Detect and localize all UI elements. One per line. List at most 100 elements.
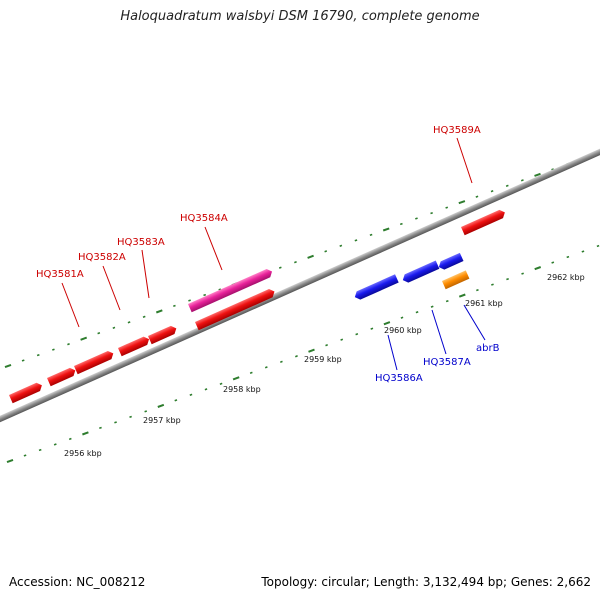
label-leaders (61, 137, 486, 371)
ruler-tick (566, 255, 570, 259)
ruler-tick (382, 227, 390, 232)
gene-arrow[interactable] (148, 324, 178, 345)
leader-hq3582a (102, 265, 121, 311)
ruler-tick (581, 250, 585, 253)
ruler-label: 2956 kbp (64, 449, 102, 458)
gene-label-hq3583a[interactable]: HQ3583A (117, 237, 165, 248)
ruler-tick (430, 211, 433, 215)
ruler-tick (99, 426, 102, 430)
ruler-tick (142, 315, 146, 319)
ruler-tick (325, 344, 328, 347)
gene-arrow-hq3587a[interactable] (401, 260, 440, 285)
ruler-tick (506, 277, 509, 281)
gene-hq3581a-pair (9, 366, 77, 404)
ruler-tick (445, 299, 449, 303)
ruler-tick (278, 266, 282, 269)
accession-text: Accession: NC_008212 (9, 575, 146, 589)
leader-hq3586a (387, 334, 398, 371)
ruler-label: 2957 kbp (143, 416, 181, 425)
ruler-tick (521, 272, 524, 275)
ruler-tick (112, 326, 116, 329)
ruler-tick (157, 403, 165, 408)
ruler-tick (127, 321, 131, 324)
ruler-tick (97, 332, 101, 335)
leader-hq3584a (204, 226, 223, 271)
leader-hq3583a (141, 249, 150, 299)
ruler-tick (596, 244, 600, 248)
gene-labels: HQ3581A HQ3582A HQ3583A HQ3584A HQ3589A … (36, 125, 500, 384)
ruler-label: 2960 kbp (384, 326, 422, 335)
ruler-tick (295, 355, 298, 358)
gene-arrow[interactable] (437, 252, 464, 271)
ruler-tick (340, 338, 344, 341)
ruler-labels: 2956 kbp 2957 kbp 2958 kbp 2959 kbp 2960… (64, 273, 585, 458)
gene-label-hq3589a[interactable]: HQ3589A (433, 125, 481, 136)
genome-backbone (0, 139, 600, 430)
ruler-tick (280, 360, 283, 363)
ruler-tick (4, 363, 12, 369)
gene-label-hq3587a[interactable]: HQ3587A (423, 357, 471, 368)
ruler-tick (370, 327, 374, 330)
gene-label-hq3584a[interactable]: HQ3584A (180, 213, 228, 224)
ruler-tick (36, 353, 40, 357)
ruler-tick (38, 448, 42, 452)
gene-arrow-hq3582a[interactable] (74, 349, 115, 375)
ruler-tick (400, 316, 404, 319)
leader-abrb (463, 304, 486, 341)
ruler-tick (6, 458, 14, 464)
ruler-tick (204, 388, 208, 391)
ruler-tick (67, 342, 70, 346)
ruler-tick (551, 168, 554, 171)
gene-arrow-hq3586a[interactable] (353, 274, 399, 301)
ruler-tick (534, 172, 541, 177)
ruler-tick (490, 190, 494, 193)
gene-label-hq3582a[interactable]: HQ3582A (78, 252, 126, 263)
ruler-tick (52, 348, 55, 351)
ruler-tick (369, 233, 373, 237)
ruler-tick (114, 421, 117, 424)
ruler-tick (308, 348, 315, 353)
gene-arrow[interactable] (47, 366, 77, 387)
ruler-tick (475, 195, 479, 198)
ruler-tick (53, 443, 57, 446)
gene-label-abrb[interactable]: abrB (476, 343, 500, 354)
rna-gene-abrb[interactable] (442, 270, 470, 290)
inner-ruler-track (6, 244, 600, 464)
ruler-tick (189, 393, 193, 397)
ruler-label: 2958 kbp (223, 385, 261, 394)
ruler-label: 2962 kbp (547, 273, 585, 282)
leader-hq3589a (456, 137, 473, 184)
gene-label-hq3586a[interactable]: HQ3586A (375, 373, 423, 384)
gene-arrow-hq3584a[interactable] (188, 267, 274, 313)
ruler-tick (294, 261, 297, 264)
map-title: Haloquadratum walsbyi DSM 16790, complet… (120, 9, 480, 24)
leader-hq3587a (431, 309, 447, 355)
ruler-tick (219, 382, 223, 385)
ruler-tick (445, 206, 449, 209)
leader-hq3581a (61, 282, 80, 328)
ruler-tick (23, 454, 27, 457)
ruler-tick (80, 336, 88, 341)
gene-arrow[interactable] (9, 381, 44, 404)
ruler-tick (354, 239, 358, 242)
gene-arrow-hq3589a[interactable] (461, 208, 507, 236)
ruler-tick (129, 415, 132, 419)
ruler-tick (174, 399, 178, 402)
ruler-label: 2961 kbp (465, 299, 503, 308)
ruler-tick (21, 359, 25, 362)
gene-arrow[interactable] (195, 287, 276, 331)
ruler-tick (68, 437, 72, 441)
ruler-tick (307, 254, 314, 259)
ruler-tick (430, 305, 434, 308)
ruler-tick (188, 299, 191, 302)
genome-summary-text: Topology: circular; Length: 3,132,494 bp… (261, 575, 591, 589)
ruler-tick (355, 333, 359, 336)
ruler-tick (173, 304, 176, 308)
gene-label-hq3581a[interactable]: HQ3581A (36, 269, 84, 280)
ruler-tick (415, 217, 418, 220)
ruler-tick (264, 366, 268, 369)
gene-arrow-hq3583a[interactable] (118, 335, 151, 357)
ruler-tick (82, 431, 89, 436)
